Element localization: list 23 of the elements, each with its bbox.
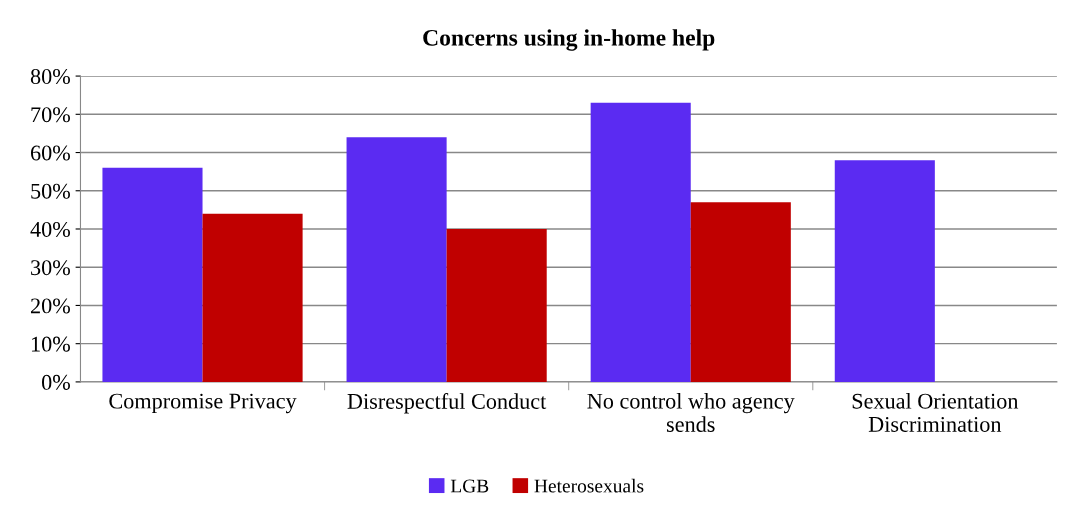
bar xyxy=(690,202,791,382)
y-tick-label: 20% xyxy=(31,298,70,314)
bar xyxy=(346,137,447,382)
y-tick-label: 50% xyxy=(31,183,70,199)
bar xyxy=(446,228,547,382)
y-tick-label: 0% xyxy=(41,374,70,390)
legend-label: Heterosexuals xyxy=(534,478,644,493)
bar xyxy=(590,102,691,382)
x-tick-label: Disrespectful Conduct xyxy=(347,393,547,414)
legend-label: LGB xyxy=(450,479,489,493)
bar xyxy=(202,213,303,382)
x-tick-label: No control who agency sends xyxy=(587,393,795,432)
y-tick-label: 10% xyxy=(31,336,70,352)
bar xyxy=(102,167,203,382)
y-tick-label: 80% xyxy=(30,69,70,85)
y-tick-label: 70% xyxy=(31,107,70,123)
y-tick-label: 40% xyxy=(30,221,70,237)
y-tick-label: 30% xyxy=(31,260,70,276)
y-tick-label: 60% xyxy=(30,145,70,161)
x-tick-label: Compromise Privacy xyxy=(109,393,297,414)
chart-title: Concerns using in-home help xyxy=(423,29,715,51)
bar xyxy=(834,160,935,382)
x-tick-label: Sexual Orientation Discrimination xyxy=(852,393,1019,432)
